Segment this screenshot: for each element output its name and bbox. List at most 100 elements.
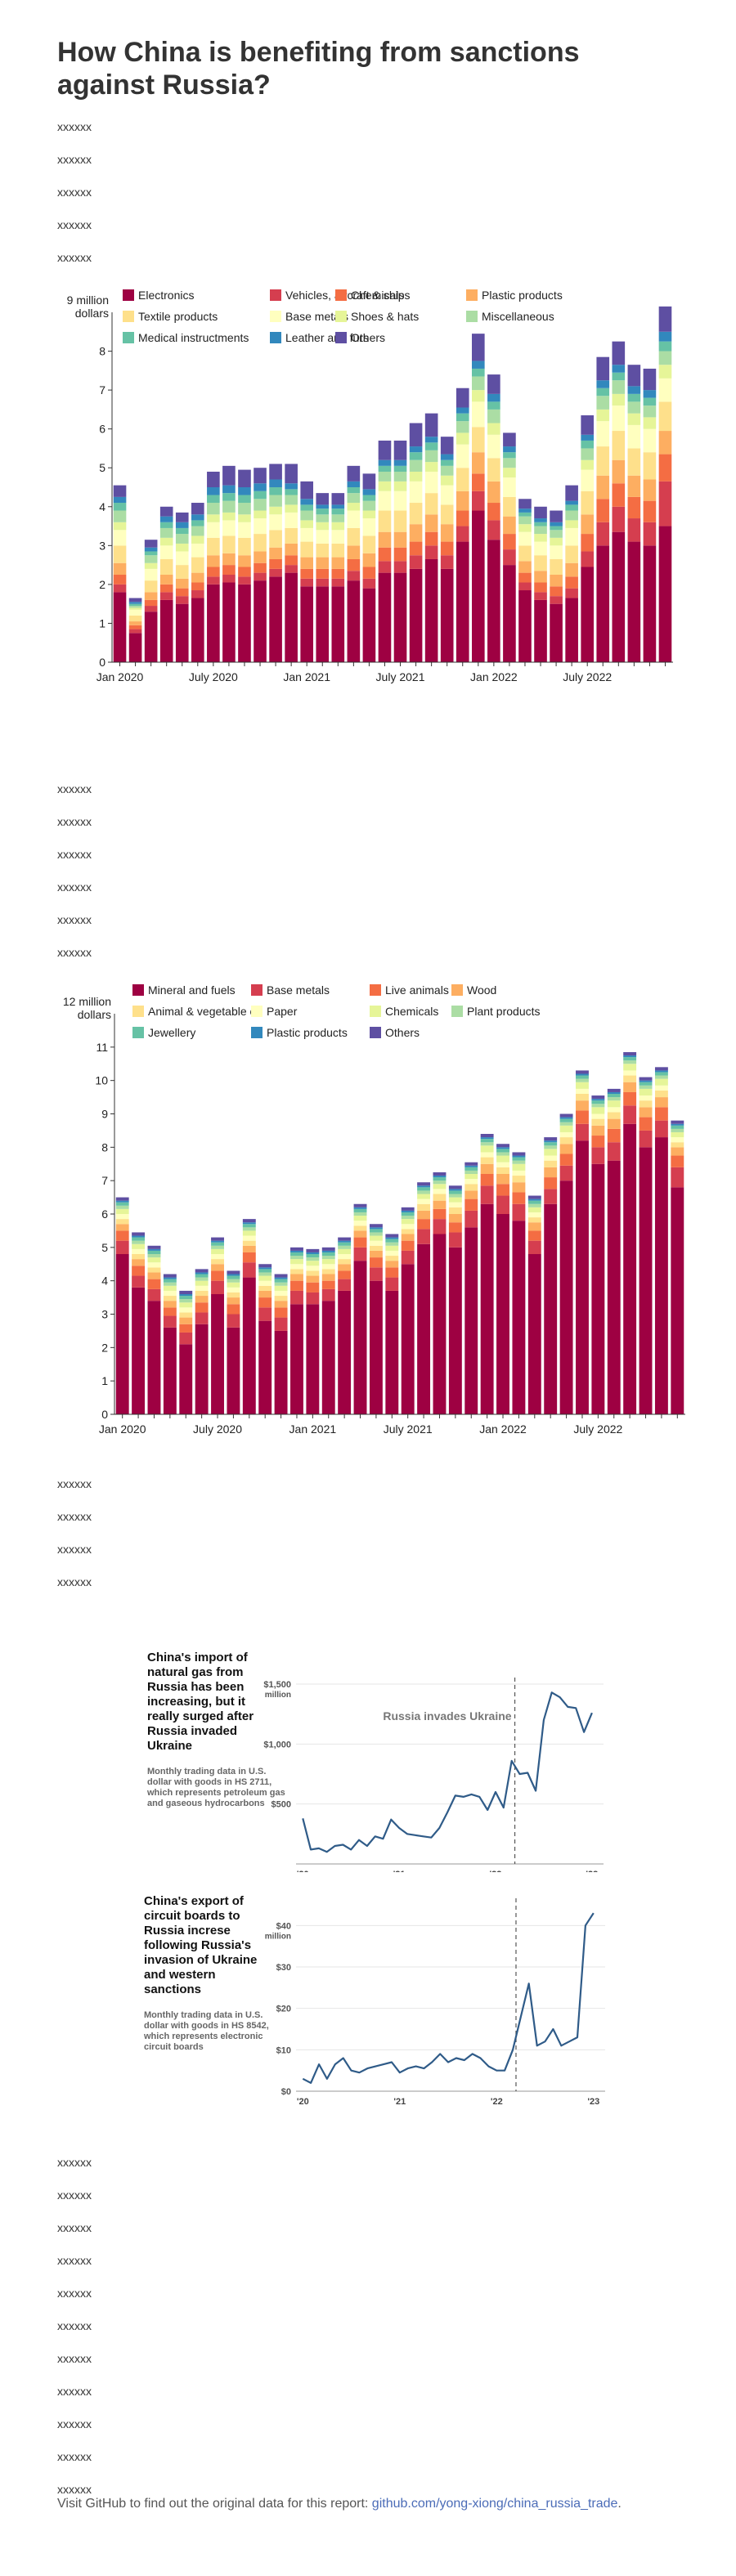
bar-segment <box>623 1064 637 1071</box>
bar-segment <box>544 1189 558 1204</box>
bar-segment <box>654 1078 668 1086</box>
bar-segment <box>316 504 330 509</box>
y-tick-label: 7 <box>99 383 105 396</box>
legend-label: Base metals <box>267 983 330 997</box>
bar-segment <box>258 1264 272 1268</box>
legend-label: Plant products <box>467 1005 541 1018</box>
bar-segment <box>147 1245 161 1249</box>
bar-segment <box>144 551 158 556</box>
bar-segment <box>550 586 563 597</box>
bar-segment <box>401 1250 415 1265</box>
bar-segment <box>639 1100 653 1108</box>
bar-segment <box>163 1327 177 1414</box>
bar-segment <box>290 1280 303 1291</box>
bar-segment <box>503 468 516 478</box>
legend-label: Chemicals <box>385 1005 438 1018</box>
bar-segment <box>290 1256 303 1260</box>
bar-segment <box>487 374 500 394</box>
bar-segment <box>285 489 298 495</box>
bar-segment <box>290 1247 303 1251</box>
bar-segment <box>290 1290 303 1305</box>
bar-segment <box>347 571 361 581</box>
bar-segment <box>238 522 251 538</box>
bar-segment <box>378 465 392 472</box>
bar-segment <box>353 1237 367 1248</box>
bar-segment <box>456 432 469 445</box>
bar-segment <box>175 578 189 589</box>
y-tick-label: 4 <box>99 500 105 513</box>
y-tick-label: 1 <box>99 616 105 629</box>
bar-segment <box>159 516 173 522</box>
bar-segment <box>559 1165 573 1181</box>
bar-segment <box>115 1208 129 1214</box>
bar-segment <box>300 578 314 587</box>
bar-segment <box>274 1296 288 1301</box>
bar-segment <box>258 1269 272 1273</box>
bar-segment <box>144 568 158 581</box>
y-tick-label: 1 <box>101 1374 108 1387</box>
bar-segment <box>401 1207 415 1211</box>
bar-segment <box>393 531 407 548</box>
legend-swatch <box>370 1006 381 1017</box>
bar-segment <box>433 1189 447 1194</box>
bar-segment <box>480 1139 494 1143</box>
bar-segment <box>113 562 127 575</box>
bar-segment <box>534 555 547 571</box>
bar-segment <box>338 1240 352 1243</box>
paragraph: xxxxxx <box>57 251 92 264</box>
legend-label: Plastic products <box>482 289 563 302</box>
bar-segment <box>159 506 173 517</box>
bar-segment <box>222 535 236 553</box>
bar-segment <box>440 437 454 455</box>
bar-segment <box>353 1208 367 1212</box>
bar-segment <box>487 503 500 521</box>
bar-segment <box>159 592 173 600</box>
x-tick-label: July 2022 <box>563 670 612 683</box>
bar-segment <box>591 1118 605 1126</box>
legend-swatch <box>123 332 134 343</box>
bar-segment <box>115 1197 129 1201</box>
bar-segment <box>316 508 330 515</box>
y-tick-label: 2 <box>101 1341 108 1354</box>
bar-segment <box>503 496 516 517</box>
bar-segment <box>274 1301 288 1308</box>
bar-segment <box>132 1248 146 1254</box>
bar-segment <box>456 413 469 422</box>
bar-segment <box>269 506 282 515</box>
legend-swatch <box>466 289 478 301</box>
page-title: How China is benefiting from sanctions a… <box>57 37 580 101</box>
bar-segment <box>321 1256 335 1260</box>
bar-segment <box>496 1214 509 1414</box>
bar-segment <box>518 499 532 509</box>
bar-segment <box>285 555 298 566</box>
bar-segment <box>378 510 392 532</box>
bar-segment <box>353 1216 367 1221</box>
bar-segment <box>559 1117 573 1119</box>
bar-segment <box>285 464 298 484</box>
paragraph: xxxxxx <box>57 2254 92 2267</box>
bar-segment <box>456 407 469 414</box>
bar-segment <box>612 531 626 662</box>
bar-segment <box>456 444 469 468</box>
bar-segment <box>596 545 610 662</box>
bar-segment <box>643 522 657 546</box>
legend-label: Vehicles, aircraft & ships <box>285 289 411 302</box>
bar-segment <box>306 1248 320 1252</box>
github-link[interactable]: github.com/yong-xiong/china_russia_trade <box>371 2497 618 2511</box>
bar-segment <box>128 606 142 608</box>
bar-segment <box>227 1270 240 1275</box>
bar-segment <box>565 520 578 528</box>
paragraph: xxxxxx <box>57 2319 92 2332</box>
bar-segment <box>316 578 330 587</box>
bar-segment <box>658 481 672 526</box>
bar-segment <box>596 356 610 381</box>
bar-segment <box>274 1274 288 1278</box>
bar-segment <box>258 1297 272 1308</box>
bar-segment <box>353 1247 367 1261</box>
bar-segment <box>409 568 423 662</box>
bar-segment <box>409 503 423 525</box>
bar-segment <box>113 575 127 585</box>
bar-segment <box>417 1187 431 1191</box>
bar-segment <box>369 1240 383 1246</box>
bar-segment <box>238 495 251 504</box>
